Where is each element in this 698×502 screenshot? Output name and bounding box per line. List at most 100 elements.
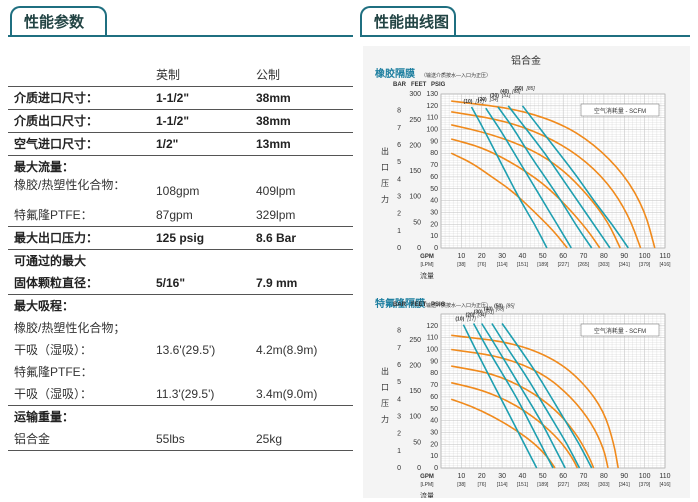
bar-tick-label: 8 [397,328,401,335]
lpm-tick-label: [265] [578,482,590,488]
column-metric: 公制 [256,68,281,82]
feet-tick-label: 200 [409,142,421,149]
scfm-label: [85] [525,86,535,92]
spec-value-metric: 25kg [256,432,283,446]
y-axis-label-char: 出 [381,146,389,156]
gpm-tick-label: 50 [539,253,547,260]
curve-chart-2: 特氟隆隔膜（输送介质按水—入口为正压）BAR FEET PSIG0102030405… [375,297,671,498]
axis-header-feet: FEET [411,82,427,88]
spec-value-imperial: 1-1/2" [156,91,190,105]
air-consumption-curve [521,105,629,249]
chart-note: （输送介质按水—入口为正压） [421,72,491,79]
gpm-tick-label: 70 [580,473,588,480]
lpm-tick-label: [38] [457,262,466,268]
npsh-curve [450,138,601,249]
psig-tick-label: 20 [430,441,438,448]
y-axis-label-char: 力 [381,414,389,424]
lpm-tick-label: [265] [578,262,590,268]
spec-label: 干吸（湿吸）： [14,387,93,401]
legend-label: 空气消耗量 - SCFM [594,107,646,115]
spec-label: 特氟隆PTFE： [14,208,93,222]
feet-tick-label: 0 [417,465,421,472]
tab-performance-specs[interactable]: 性能参数 [10,6,107,35]
lpm-tick-label: [151] [517,482,529,488]
lpm-tick-label: [38] [457,482,466,488]
gpm-tick-label: 50 [539,473,547,480]
spec-value-metric: 409lpm [256,184,296,198]
bar-tick-label: 5 [397,379,401,386]
psig-tick-label: 60 [430,394,438,401]
y-axis-label-char: 口 [381,383,389,392]
spec-row: 特氟隆PTFE： [8,361,353,383]
scfm-label: (10) [464,99,473,105]
spec-value-imperial: 125 psig [156,231,205,245]
spec-label: 最大出口压力： [14,231,99,245]
spec-row: 固体颗粒直径： 5/16" 7.9 mm [8,272,353,295]
spec-label: 最大流量： [14,160,75,174]
spec-table: 英制 公制 介质进口尺寸： 1-1/2" 38mm 介质出口尺寸： 1-1/2" 38mm… [8,64,353,451]
axis-header-feet: FEET [411,302,427,308]
psig-tick-label: 80 [430,370,438,377]
lpm-tick-label: [189] [537,482,549,488]
spec-value-metric: 4.2m(8.9m) [256,343,318,357]
lpm-tick-label: [114] [497,482,508,488]
gpm-tick-label: 90 [620,253,628,260]
psig-tick-label: 0 [434,245,438,252]
scfm-label: [85] [505,303,515,309]
psig-tick-label: 30 [430,429,438,436]
gpm-tick-label: 10 [457,473,465,480]
spec-value-metric: 3.4m(9.0m) [256,387,318,401]
bar-tick-label: 4 [397,176,401,183]
psig-tick-label: 30 [430,209,438,216]
gpm-tick-label: 40 [519,253,527,260]
spec-row: 最大流量： [8,156,353,178]
lpm-tick-label: [379] [639,482,651,488]
psig-tick-label: 90 [430,358,438,365]
psig-tick-label: 120 [426,103,438,110]
air-consumption-curve [507,105,611,249]
spec-header-row: 英制 公制 [8,64,353,87]
air-consumption-curve [470,106,548,249]
bar-tick-label: 4 [397,396,401,403]
gpm-tick-label: 110 [659,253,670,260]
bar-tick-label: 8 [397,108,401,115]
feet-tick-label: 50 [413,219,421,226]
psig-tick-label: 50 [430,406,438,413]
scfm-label: [68] [511,89,521,95]
lpm-tick-label: [303] [598,482,610,488]
psig-tick-label: 70 [430,382,438,389]
spec-label: 运输重量： [14,410,75,424]
air-consumption-curve [462,324,538,469]
psig-tick-label: 0 [434,465,438,472]
scfm-label: (20) [466,312,475,318]
spec-row: 最大出口压力： 125 psig 8.6 Bar [8,227,353,250]
feet-tick-label: 100 [409,414,421,421]
chart-note: （输送介质按水—入口为正压） [421,302,491,309]
gpm-tick-label: 20 [478,253,486,260]
npsh-curve [450,152,568,249]
feet-tick-label: 300 [409,91,421,98]
tab-performance-curve[interactable]: 性能曲线图 [360,6,456,35]
axis-header-bar: BAR [393,82,407,88]
lpm-tick-label: [227] [558,482,570,488]
spec-tab-bar: 性能参数 [8,0,353,37]
spec-row: 干吸（湿吸）： 13.6'(29.5') 4.2m(8.9m) [8,339,353,361]
gpm-tick-label: 90 [620,473,628,480]
lpm-tick-label: [151] [517,262,529,268]
axis-header-psig: PSIG [431,302,446,308]
spec-row: 橡胶/热塑性化合物； [8,317,353,339]
spec-row: 介质进口尺寸： 1-1/2" 38mm [8,87,353,110]
spec-label: 固体颗粒直径： [14,276,99,290]
air-consumption-curve [501,323,593,469]
spec-value-metric: 329lpm [256,208,296,222]
gpm-tick-label: 60 [559,253,567,260]
air-consumption-curve [481,323,566,469]
axis-header-lpm: [LPM] [420,482,434,488]
chart-title: 铝合金 [511,54,541,67]
feet-tick-label: 150 [409,168,421,175]
spec-row: 空气进口尺寸： 1/2" 13mm [8,133,353,156]
bar-tick-label: 6 [397,142,401,149]
y-axis-label-char: 力 [381,194,389,204]
